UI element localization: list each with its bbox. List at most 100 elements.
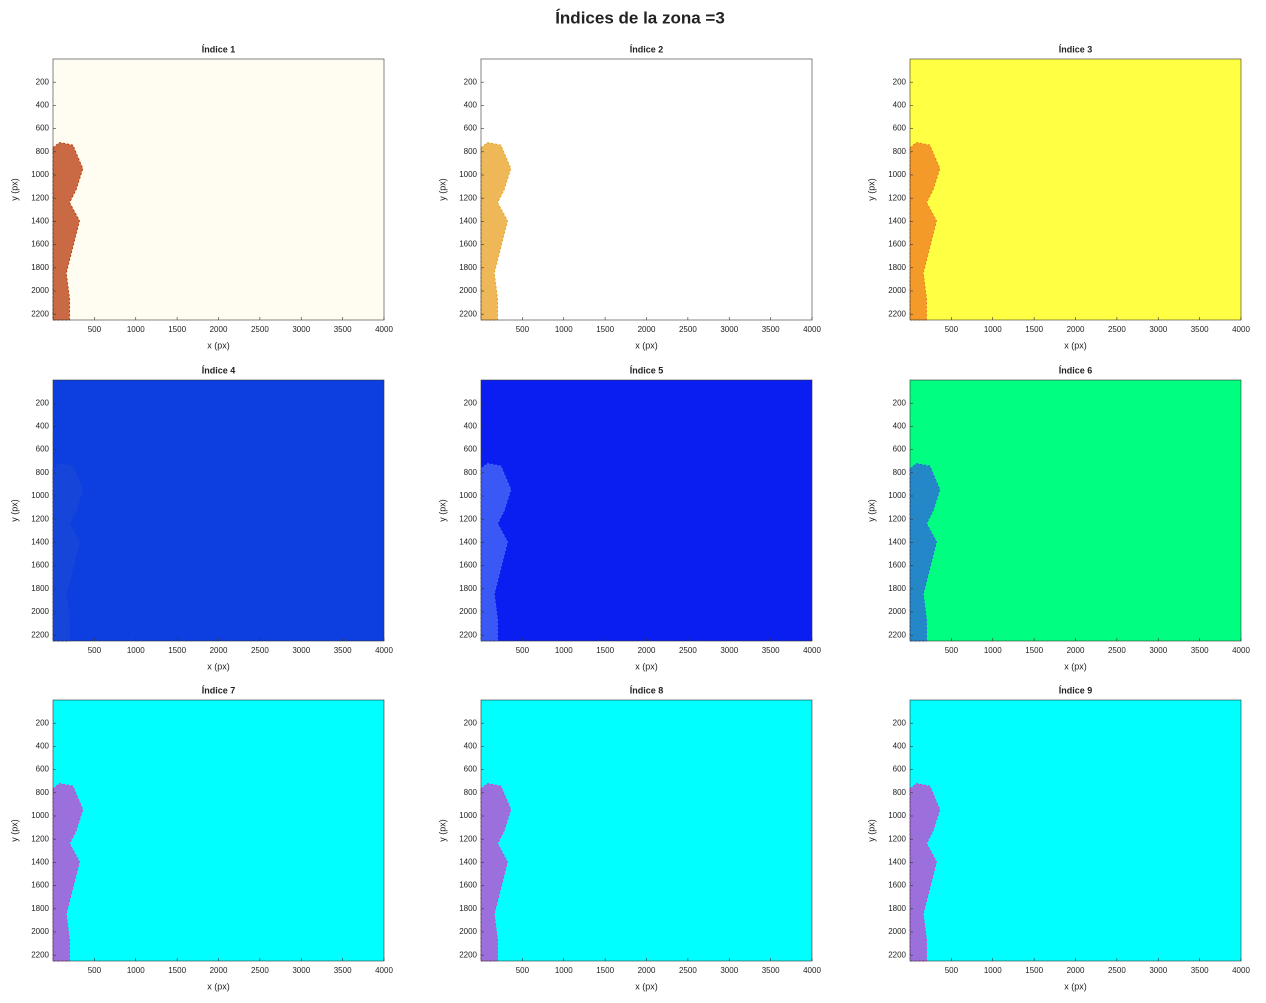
y-tick-label: 1600: [888, 240, 906, 249]
x-tick-label: 3000: [1149, 646, 1167, 655]
y-tick-label: 400: [464, 742, 478, 751]
y-tick-label: 1400: [31, 217, 49, 226]
y-tick-label: 1800: [459, 584, 477, 593]
x-tick-label: 3000: [720, 966, 738, 975]
y-axis-label: y (px): [866, 819, 876, 842]
y-tick-label: 600: [36, 765, 50, 774]
x-tick-label: 1000: [984, 325, 1002, 334]
y-tick-label: 2000: [459, 927, 477, 936]
x-tick-label: 4000: [1232, 325, 1250, 334]
y-tick-label: 200: [893, 398, 907, 407]
x-tick-label: 500: [88, 646, 102, 655]
x-tick-label: 3500: [334, 646, 352, 655]
x-tick-label: 1000: [555, 966, 573, 975]
y-tick-label: 1600: [888, 561, 906, 570]
x-axis-label: x (px): [1064, 340, 1087, 350]
x-tick-label: 1500: [168, 966, 186, 975]
subplot-title: Índice 8: [630, 685, 664, 695]
image-background: [910, 700, 1241, 961]
y-tick-label: 1400: [888, 538, 906, 547]
y-tick-label: 1000: [888, 170, 906, 179]
x-tick-label: 2000: [638, 325, 656, 334]
x-tick-label: 3500: [334, 966, 352, 975]
x-tick-label: 4000: [375, 646, 393, 655]
x-tick-label: 500: [88, 966, 102, 975]
y-tick-label: 1400: [31, 538, 49, 547]
x-tick-label: 3500: [762, 646, 780, 655]
x-tick-label: 500: [516, 325, 530, 334]
y-tick-label: 1800: [888, 904, 906, 913]
x-tick-label: 2000: [210, 966, 228, 975]
y-tick-label: 2000: [31, 927, 49, 936]
y-tick-label: 400: [893, 742, 907, 751]
y-tick-label: 400: [893, 422, 907, 431]
x-tick-label: 4000: [803, 325, 821, 334]
y-tick-label: 600: [36, 124, 50, 133]
y-tick-label: 400: [893, 101, 907, 110]
y-tick-label: 1000: [888, 811, 906, 820]
y-tick-label: 1000: [31, 811, 49, 820]
y-axis-label: y (px): [437, 819, 447, 842]
x-tick-label: 1500: [1025, 646, 1043, 655]
y-tick-label: 800: [893, 468, 907, 477]
x-tick-label: 500: [945, 966, 959, 975]
x-tick-label: 4000: [375, 325, 393, 334]
y-axis-label: y (px): [866, 499, 876, 522]
y-tick-label: 2200: [888, 950, 906, 959]
subplot-title: Índice 6: [1059, 365, 1093, 375]
y-tick-label: 1600: [459, 240, 477, 249]
x-tick-label: 2000: [210, 646, 228, 655]
y-tick-label: 200: [36, 398, 50, 407]
y-tick-label: 2000: [31, 607, 49, 616]
x-axis-label: x (px): [635, 661, 658, 671]
y-tick-label: 800: [36, 147, 50, 156]
y-tick-label: 800: [464, 468, 478, 477]
y-tick-label: 600: [36, 445, 50, 454]
y-axis-label: y (px): [9, 499, 19, 522]
image-background: [481, 59, 812, 320]
y-tick-label: 200: [893, 718, 907, 727]
y-tick-label: 600: [893, 765, 907, 774]
y-tick-label: 1000: [459, 811, 477, 820]
x-tick-label: 1500: [1025, 325, 1043, 334]
y-tick-label: 1600: [459, 561, 477, 570]
x-tick-label: 500: [516, 966, 530, 975]
x-tick-label: 3000: [720, 325, 738, 334]
x-tick-label: 500: [88, 325, 102, 334]
y-tick-label: 800: [36, 468, 50, 477]
y-tick-label: 1800: [31, 904, 49, 913]
y-tick-label: 1200: [459, 834, 477, 843]
x-axis-label: x (px): [1064, 981, 1087, 991]
subplot-title: Índice 2: [630, 44, 664, 54]
x-tick-label: 2500: [1108, 966, 1126, 975]
x-tick-label: 4000: [803, 646, 821, 655]
y-tick-label: 200: [464, 77, 478, 86]
x-axis-label: x (px): [207, 340, 230, 350]
x-tick-label: 2500: [679, 966, 697, 975]
x-tick-label: 500: [945, 646, 959, 655]
x-tick-label: 2000: [1067, 325, 1085, 334]
x-tick-label: 1500: [596, 325, 614, 334]
image-background: [53, 700, 384, 961]
x-tick-label: 3000: [292, 325, 310, 334]
y-tick-label: 2200: [888, 309, 906, 318]
x-axis-label: x (px): [635, 981, 658, 991]
y-tick-label: 1000: [31, 170, 49, 179]
y-tick-label: 1400: [888, 217, 906, 226]
y-tick-label: 1000: [459, 170, 477, 179]
y-tick-label: 1800: [888, 584, 906, 593]
y-tick-label: 800: [893, 788, 907, 797]
y-tick-label: 2000: [459, 286, 477, 295]
y-axis-label: y (px): [9, 819, 19, 842]
y-tick-label: 1600: [31, 240, 49, 249]
y-tick-label: 600: [893, 445, 907, 454]
y-tick-label: 1000: [31, 491, 49, 500]
y-tick-label: 1000: [459, 491, 477, 500]
y-tick-label: 1800: [31, 584, 49, 593]
y-tick-label: 400: [36, 101, 50, 110]
y-tick-label: 1800: [888, 263, 906, 272]
image-background: [481, 700, 812, 961]
y-tick-label: 800: [36, 788, 50, 797]
y-tick-label: 2200: [459, 950, 477, 959]
x-tick-label: 4000: [1232, 646, 1250, 655]
